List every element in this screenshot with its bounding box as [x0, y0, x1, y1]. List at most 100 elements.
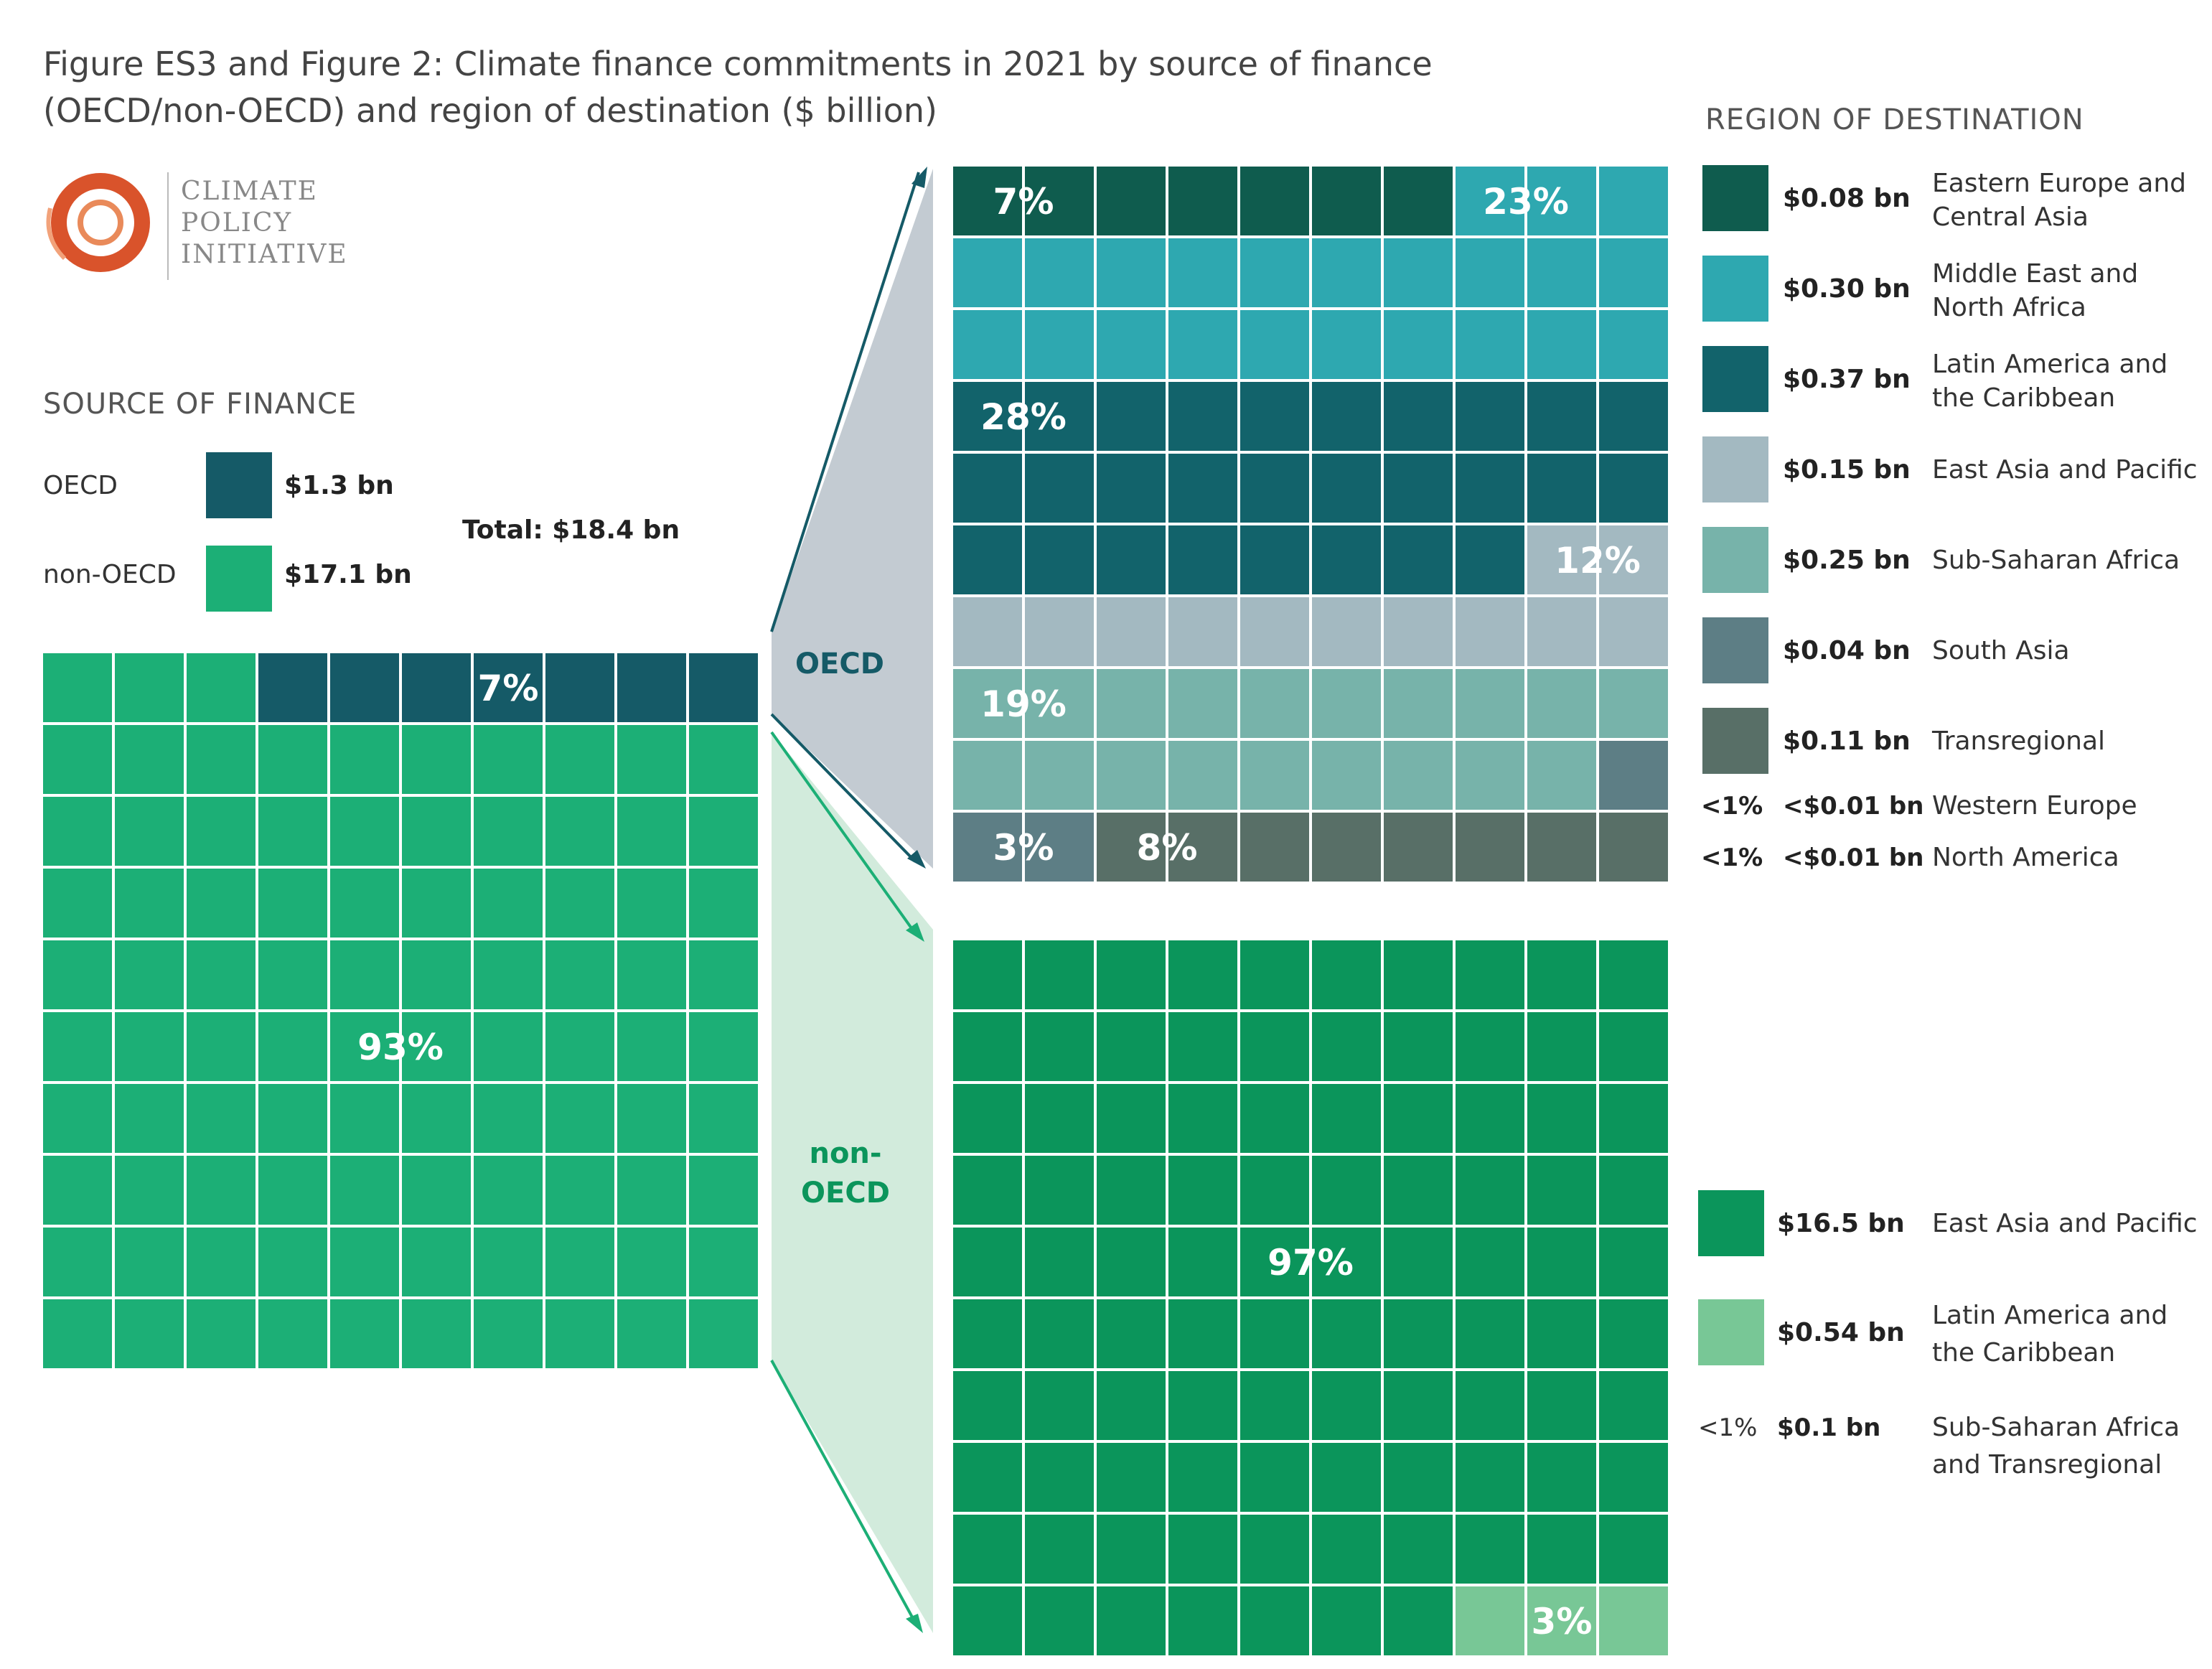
- waffle-cell-non-oecd: [402, 940, 471, 1009]
- waffle-cell-east-asia-and-pacific: [1599, 1299, 1668, 1368]
- waffle-cell-latin-america-and-the-caribbean: [1168, 382, 1237, 451]
- waffle-cell-non-oecd: [43, 1156, 112, 1225]
- oecd-legend-swatch: [1702, 346, 1768, 412]
- waffle-cell-east-asia-and-pacific: [1599, 940, 1668, 1009]
- waffle-cell-non-oecd: [115, 1012, 184, 1081]
- waffle-cell-sub-saharan-africa: [1240, 669, 1309, 738]
- waffle-cell-east-asia-and-pacific: [1456, 1228, 1524, 1296]
- waffle-cell-eastern-europe-and-central-asia: [1025, 167, 1094, 235]
- waffle-cell-east-asia-and-pacific: [1312, 1012, 1381, 1081]
- waffle-cell-sub-saharan-africa: [1025, 741, 1094, 810]
- waffle-cell-non-oecd: [330, 1228, 399, 1296]
- waffle-cell-sub-saharan-africa: [1312, 669, 1381, 738]
- waffle-cell-east-asia-and-pacific: [1599, 1156, 1668, 1225]
- waffle-cell-east-asia-and-pacific: [1168, 597, 1237, 666]
- waffle-cell-latin-america-and-the-caribbean: [1312, 454, 1381, 523]
- waffle-cell-east-asia-and-pacific: [1312, 1299, 1381, 1368]
- waffle-cell-east-asia-and-pacific: [1312, 1586, 1381, 1655]
- waffle-cell-east-asia-and-pacific: [1097, 1156, 1166, 1225]
- nonoecd-connector-band: [772, 732, 933, 1633]
- waffle-cell-east-asia-and-pacific: [1312, 1443, 1381, 1512]
- waffle-label-oecd: 7%: [478, 668, 539, 709]
- waffle-cell-sub-saharan-africa: [1240, 741, 1309, 810]
- waffle-cell-middle-east-and-north-africa: [953, 310, 1022, 379]
- oecd-legend-label: Eastern Europe and: [1932, 169, 2186, 198]
- waffle-cell-south-asia: [1025, 813, 1094, 882]
- waffle-cell-non-oecd: [330, 869, 399, 938]
- waffle-cell-non-oecd: [187, 1156, 256, 1225]
- waffle-cell-sub-saharan-africa: [1097, 669, 1166, 738]
- waffle-cell-non-oecd: [402, 797, 471, 866]
- waffle-cell-latin-america-and-the-caribbean: [1168, 525, 1237, 594]
- waffle-cell-non-oecd: [474, 725, 543, 794]
- logo-ring-icon: [51, 173, 150, 272]
- waffle-cell-transregional: [1384, 813, 1453, 882]
- waffle-cell-middle-east-and-north-africa: [1456, 238, 1524, 307]
- source-oecd-label: OECD: [43, 471, 118, 500]
- nonoecd-legend-label: East Asia and Pacific: [1932, 1209, 2198, 1238]
- waffle-cell-non-oecd: [258, 1299, 327, 1368]
- waffle-cell-non-oecd: [187, 1228, 256, 1296]
- waffle-cell-non-oecd: [617, 869, 686, 938]
- oecd-legend-label: Transregional: [1931, 726, 2105, 756]
- waffle-cell-non-oecd: [474, 1156, 543, 1225]
- waffle-cell-east-asia-and-pacific: [1240, 1012, 1309, 1081]
- waffle-cell-east-asia-and-pacific: [953, 1156, 1022, 1225]
- waffle-cell-latin-america-and-the-caribbean: [1384, 382, 1453, 451]
- waffle-cell-non-oecd: [258, 869, 327, 938]
- waffle-cell-east-asia-and-pacific: [1456, 1084, 1524, 1153]
- waffle-oecd-regions: [953, 167, 1668, 882]
- waffle-cell-non-oecd: [43, 1299, 112, 1368]
- waffle-cell-east-asia-and-pacific: [1240, 1515, 1309, 1584]
- nonoecd-connector-arrow-bottom: [770, 1360, 917, 1623]
- waffle-cell-middle-east-and-north-africa: [1456, 310, 1524, 379]
- waffle-cell-non-oecd: [545, 1084, 614, 1153]
- source-oecd-value: $1.3 bn: [284, 471, 394, 500]
- waffle-cell-middle-east-and-north-africa: [953, 238, 1022, 307]
- waffle-cell-east-asia-and-pacific: [1312, 1156, 1381, 1225]
- waffle-cell-east-asia-and-pacific: [953, 1012, 1022, 1081]
- waffle-cell-latin-america-and-the-caribbean: [1599, 1586, 1668, 1655]
- logo-swoosh-icon: [46, 207, 67, 261]
- nonoecd-legend-swatch: [1698, 1299, 1764, 1365]
- waffle-cell-latin-america-and-the-caribbean: [1097, 525, 1166, 594]
- waffle-cell-latin-america-and-the-caribbean: [1527, 454, 1596, 523]
- oecd-legend-label-line2: North Africa: [1932, 293, 2086, 322]
- oecd-region-legend: $0.08 bn Eastern Europe and Central Asia $0…: [1702, 165, 2198, 774]
- waffle-cell-non-oecd: [689, 1299, 758, 1368]
- waffle-cell-transregional: [1599, 813, 1668, 882]
- waffle-cell-eastern-europe-and-central-asia: [1168, 167, 1237, 235]
- waffle-cell-east-asia-and-pacific: [1168, 1586, 1237, 1655]
- waffle-cell-east-asia-and-pacific: [1384, 1228, 1453, 1296]
- waffle-cell-east-asia-and-pacific: [1168, 1371, 1237, 1440]
- waffle-cell-non-oecd: [330, 797, 399, 866]
- waffle-cell-non-oecd: [187, 1084, 256, 1153]
- waffle-cell-non-oecd: [545, 1299, 614, 1368]
- waffle-cell-oecd: [617, 653, 686, 722]
- waffle-cell-middle-east-and-north-africa: [1168, 238, 1237, 307]
- waffle-cell-non-oecd: [474, 1299, 543, 1368]
- waffle-cell-east-asia-and-pacific: [1168, 1084, 1237, 1153]
- waffle-cell-east-asia-and-pacific: [1384, 940, 1453, 1009]
- waffle-cell-east-asia-and-pacific: [1240, 1299, 1309, 1368]
- oecd-legend-value: $0.15 bn: [1783, 455, 1911, 485]
- waffle-cell-latin-america-and-the-caribbean: [1456, 525, 1524, 594]
- waffle-cell-sub-saharan-africa: [1456, 741, 1524, 810]
- oecd-legend-label: South Asia: [1932, 636, 2070, 665]
- waffle-cell-east-asia-and-pacific: [1384, 1084, 1453, 1153]
- region-heading: REGION OF DESTINATION: [1705, 103, 2084, 136]
- waffle-cell-middle-east-and-north-africa: [1527, 167, 1596, 235]
- waffle-label-nonoecd-latin-america: 3%: [1532, 1601, 1593, 1642]
- waffle-percentage-labels: 7% 93% 7% 23% 28% 12% 19% 3% 8% 97% 3%: [357, 181, 1641, 1642]
- waffle-cell-east-asia-and-pacific: [953, 940, 1022, 1009]
- branch-label-oecd: OECD: [795, 648, 884, 681]
- waffle-label-middle-east: 23%: [1483, 181, 1569, 223]
- waffle-cell-non-oecd: [474, 940, 543, 1009]
- waffle-cell-non-oecd: [689, 1084, 758, 1153]
- waffle-cell-eastern-europe-and-central-asia: [1240, 167, 1309, 235]
- waffle-cell-east-asia-and-pacific: [1025, 1156, 1094, 1225]
- waffle-cell-latin-america-and-the-caribbean: [1025, 525, 1094, 594]
- waffle-cell-east-asia-and-pacific: [953, 1371, 1022, 1440]
- waffle-cell-east-asia-and-pacific: [1097, 1299, 1166, 1368]
- waffle-cell-transregional: [1312, 813, 1381, 882]
